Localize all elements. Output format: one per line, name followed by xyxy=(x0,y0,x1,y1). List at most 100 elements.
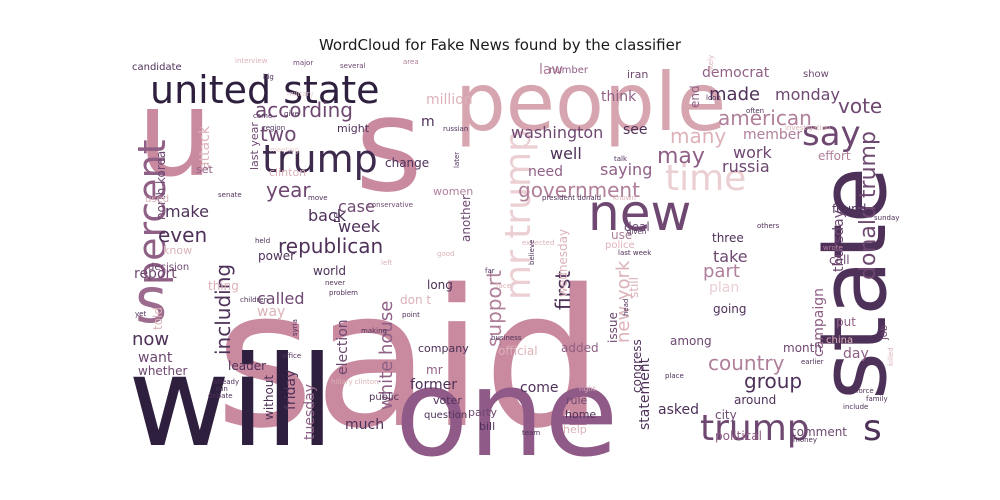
word-city: city xyxy=(715,408,737,422)
word-home: home xyxy=(565,408,596,421)
word-former: former xyxy=(410,377,457,393)
word-another: another xyxy=(459,195,473,242)
word-will: will xyxy=(128,330,334,475)
word-candidate: candidate xyxy=(132,62,182,73)
word-without: without xyxy=(262,375,276,420)
word-far: far xyxy=(485,267,495,275)
word-major: major xyxy=(293,59,313,67)
word-month: month xyxy=(783,341,822,355)
word-week: week xyxy=(338,217,381,236)
word-year: year xyxy=(266,178,311,202)
word-interview: interview xyxy=(235,57,268,65)
word-many: many xyxy=(670,124,726,148)
word-whether: whether xyxy=(138,364,187,378)
word-debate: debate xyxy=(208,392,233,400)
word-american: american xyxy=(718,106,812,130)
word-two: two xyxy=(260,122,296,146)
word-public: public xyxy=(369,392,399,403)
word-make: make xyxy=(165,202,209,221)
word-people: people xyxy=(455,56,726,149)
word-three: three xyxy=(712,231,744,245)
word-say: say xyxy=(802,114,861,154)
word-trump: trump xyxy=(262,137,378,181)
word-state: state xyxy=(800,167,907,400)
word-found: found xyxy=(832,202,866,216)
word-investigation: investigation xyxy=(785,124,830,132)
word-power: power xyxy=(258,249,295,263)
word-member: member xyxy=(743,127,802,143)
word-region: region xyxy=(263,124,285,132)
word-report: report xyxy=(134,266,177,282)
word-use: use xyxy=(611,228,632,242)
word-change: change xyxy=(385,156,429,170)
word-congress: congress xyxy=(630,339,644,393)
word-rule: rule xyxy=(566,394,588,407)
word-percent: percent xyxy=(130,139,174,285)
word-monday: monday xyxy=(775,85,840,104)
word-plan: plan xyxy=(709,280,739,296)
word-family: family xyxy=(866,395,888,403)
word-s: s xyxy=(863,408,882,449)
word-thursday: thursday xyxy=(831,210,847,272)
word-part: part xyxy=(703,261,740,282)
word-often: often xyxy=(746,107,764,115)
word-several: several xyxy=(340,62,366,70)
word-business: business xyxy=(491,334,522,342)
word-area: area xyxy=(403,58,419,66)
word-group: group xyxy=(744,369,802,393)
word-given: given xyxy=(627,228,646,236)
word-still: still xyxy=(627,277,641,298)
word-used: used xyxy=(145,194,169,205)
word-including: including xyxy=(211,264,235,355)
word-money: money xyxy=(793,436,817,444)
word-known: known xyxy=(613,194,636,202)
word-deal: deal xyxy=(624,220,650,234)
word-friday: friday xyxy=(283,370,299,410)
word-attack: attack xyxy=(197,125,213,170)
word-killed: killed xyxy=(887,347,895,366)
word-white-house: white house xyxy=(376,301,397,410)
word-china: china xyxy=(826,335,853,346)
word-office: office xyxy=(282,352,301,360)
word-know: know xyxy=(163,244,192,257)
word-head: head xyxy=(622,299,630,316)
word-way: way xyxy=(257,304,285,320)
word-help: help xyxy=(563,423,587,436)
word-long: long xyxy=(427,278,453,292)
word-law: law xyxy=(539,62,563,78)
word-think: think xyxy=(601,89,637,105)
word-re: re xyxy=(330,212,343,223)
word-mr: mr xyxy=(426,363,443,377)
word-face: face xyxy=(496,282,511,290)
word-back: back xyxy=(308,206,347,225)
word-call: call xyxy=(829,253,850,267)
word-may: may xyxy=(657,144,705,169)
word-force: force xyxy=(856,387,874,395)
word-told: told xyxy=(151,307,165,330)
word-s: s xyxy=(355,69,423,221)
word-police: police xyxy=(605,240,635,251)
word-president-donald: president donald xyxy=(542,194,601,202)
word-donald-trump: donald trump xyxy=(856,131,881,280)
word-last-year: last year xyxy=(248,122,261,170)
word-number: number xyxy=(549,65,589,76)
word-likely: likely xyxy=(707,55,715,73)
word-much: much xyxy=(345,417,384,433)
word-might: might xyxy=(337,122,370,135)
word-later: later xyxy=(453,152,461,168)
word-u: u xyxy=(137,65,213,204)
word-saying: saying xyxy=(600,160,652,179)
word-conservative: conservative xyxy=(368,201,413,209)
word-party: party xyxy=(468,406,498,419)
word-voter: voter xyxy=(433,394,462,407)
word-place: place xyxy=(665,372,684,380)
word-m: m xyxy=(421,114,435,130)
word-last-week: last week xyxy=(618,249,652,257)
word-going: going xyxy=(713,302,747,316)
word-left: left xyxy=(381,259,393,267)
word-move: move xyxy=(308,194,328,202)
word-new-york: new york xyxy=(613,260,634,343)
word-hillary-clinton: hillary clinton xyxy=(331,378,378,386)
word-one: one xyxy=(395,345,618,484)
